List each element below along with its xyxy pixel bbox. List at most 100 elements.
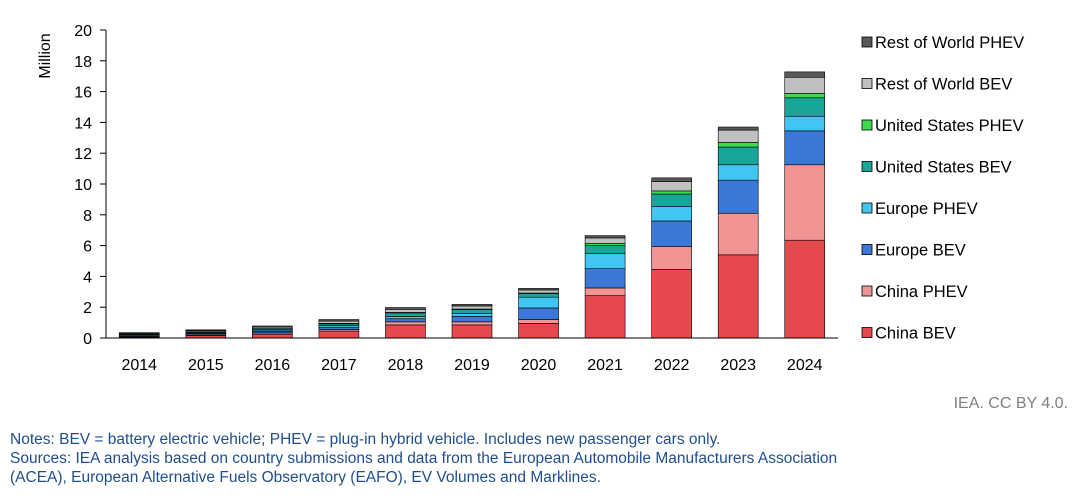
legend-label: United States BEV [875, 159, 1012, 177]
bar-china-phev-2020 [518, 319, 559, 324]
notes-text: Notes: BEV = battery electric vehicle; P… [10, 431, 721, 448]
bar-stack-2020 [518, 288, 559, 339]
y-tick-label: 6 [83, 239, 92, 256]
y-tick-label: 20 [74, 23, 92, 40]
bar-europe-phev-2018 [385, 316, 426, 320]
bar-rest-of-world-bev-2017 [318, 320, 360, 324]
y-axis-title: Million [37, 33, 54, 78]
bar-united-states-bev-2020 [518, 293, 559, 298]
y-tick-label: 18 [74, 54, 92, 71]
bar-united-states-phev-2023 [717, 142, 759, 148]
bar-rest-of-world-bev-2018 [385, 309, 426, 313]
bar-europe-phev-2022 [651, 206, 692, 222]
bar-china-phev-2022 [651, 246, 692, 270]
bar-europe-bev-2017 [318, 326, 360, 330]
bar-stack-2015 [185, 329, 227, 339]
bar-rest-of-world-phev-2014 [118, 332, 160, 334]
bar-stack-2016 [252, 325, 293, 339]
bar-europe-bev-2021 [584, 268, 626, 289]
legend-item: United States PHEV [861, 117, 1024, 135]
legend-item: Europe PHEV [861, 200, 978, 218]
legend-swatch [861, 285, 873, 297]
bar-china-bev-2020 [518, 323, 559, 339]
x-tick-label: 2022 [654, 357, 690, 374]
legend-swatch [861, 202, 873, 214]
bar-china-phev-2019 [451, 321, 493, 326]
bar-china-bev-2017 [318, 330, 360, 339]
notes-block: Notes: BEV = battery electric vehicle; P… [10, 430, 1075, 487]
bar-china-bev-2016 [252, 333, 293, 339]
x-tick-label: 2021 [587, 357, 623, 374]
x-tick-label: 2014 [121, 357, 157, 374]
bar-china-phev-2018 [385, 321, 426, 326]
bar-rest-of-world-bev-2019 [451, 305, 493, 310]
bar-united-states-bev-2024 [784, 97, 826, 117]
legend-item: China PHEV [861, 283, 968, 301]
bar-rest-of-world-phev-2024 [784, 71, 826, 78]
bar-europe-phev-2020 [518, 296, 559, 309]
bar-rest-of-world-phev-2019 [451, 304, 493, 307]
bar-china-bev-2024 [784, 239, 826, 339]
y-tick-label: 0 [83, 331, 92, 348]
legend: Rest of World PHEV Rest of World BEV Unite… [861, 34, 1024, 343]
bar-china-bev-2018 [385, 324, 426, 339]
bar-china-phev-2023 [717, 212, 759, 256]
x-tick-label: 2018 [388, 357, 424, 374]
legend-label: Rest of World PHEV [875, 34, 1024, 52]
bar-stack-2014 [118, 332, 160, 339]
bar-rest-of-world-bev-2021 [584, 237, 626, 244]
bar-stack-2021 [584, 235, 626, 339]
bar-stack-2019 [451, 304, 493, 339]
bar-china-bev-2019 [451, 324, 493, 339]
legend-label: Europe PHEV [875, 200, 978, 218]
y-tick-label: 16 [74, 85, 92, 102]
bar-china-phev-2021 [584, 287, 626, 296]
y-tick-label: 12 [74, 146, 92, 163]
bar-united-states-phev-2021 [584, 242, 626, 246]
legend-label: China PHEV [875, 283, 968, 301]
bar-united-states-phev-2024 [784, 93, 826, 99]
bar-united-states-bev-2018 [385, 312, 426, 317]
legend-label: United States PHEV [875, 117, 1024, 135]
bar-rest-of-world-bev-2020 [518, 289, 559, 294]
bar-united-states-bev-2022 [651, 193, 692, 207]
x-tick-label: 2019 [454, 357, 490, 374]
x-axis-ticks: 2014 2015 2016 2017 2018 2019 2020 2021 2022 2023… [121, 357, 822, 374]
bar-china-bev-2023 [717, 254, 759, 339]
bar-rest-of-world-phev-2023 [717, 126, 759, 131]
legend-swatch [861, 161, 873, 172]
bar-rest-of-world-bev-2024 [784, 76, 826, 94]
bar-rest-of-world-phev-2022 [651, 177, 692, 182]
y-tick-label: 8 [83, 208, 92, 225]
bar-stack-2022 [651, 177, 692, 339]
x-tick-label: 2023 [720, 357, 756, 374]
bar-rest-of-world-bev-2022 [651, 181, 692, 192]
x-tick-label: 2024 [787, 357, 823, 374]
sources-line-1: Sources: IEA analysis based on country s… [10, 450, 838, 467]
bar-china-bev-2021 [584, 295, 626, 339]
bar-stack-2017 [318, 319, 360, 339]
bar-europe-bev-2022 [651, 220, 692, 247]
y-tick-label: 14 [74, 115, 92, 132]
y-axis-ticks: 0 2 4 6 8 10 12 14 16 18 20 [74, 23, 106, 348]
y-tick-label: 2 [83, 300, 92, 317]
legend-label: China BEV [875, 325, 956, 343]
legend-item: Europe BEV [861, 242, 966, 260]
bar-rest-of-world-phev-2018 [385, 307, 426, 310]
x-tick-label: 2015 [188, 357, 224, 374]
legend-swatch [861, 78, 873, 89]
y-tick-label: 4 [83, 269, 92, 286]
legend-swatch [861, 244, 873, 255]
bar-europe-phev-2019 [451, 313, 493, 317]
bar-rest-of-world-phev-2017 [318, 319, 360, 322]
legend-item: United States BEV [861, 159, 1012, 177]
x-tick-label: 2020 [521, 357, 557, 374]
y-tick-label: 10 [74, 177, 92, 194]
bar-united-states-bev-2023 [717, 146, 759, 166]
x-tick-label: 2016 [255, 357, 291, 374]
legend-item: Rest of World BEV [861, 76, 1012, 94]
bar-europe-phev-2024 [784, 115, 826, 132]
bar-europe-phev-2021 [584, 253, 626, 270]
bar-china-phev-2024 [784, 164, 826, 241]
